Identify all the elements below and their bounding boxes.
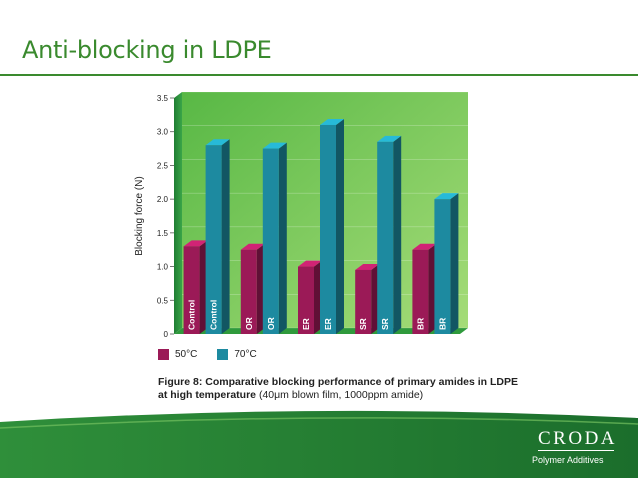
bar-label: OR (266, 317, 276, 330)
bar-er-50c (298, 266, 314, 334)
bar-top (298, 260, 322, 267)
bar-chart: 0 0.5 1.0 1.5 2.0 2.5 3.0 3.5 Blocking force (N)… (134, 91, 468, 339)
title-divider (0, 74, 638, 76)
bar-control-50c (183, 246, 200, 334)
legend-label-50c: 50°C (175, 349, 198, 360)
bar-br-70c (434, 199, 451, 334)
y-tick-label: 1.0 (157, 263, 169, 272)
bar-top (434, 193, 459, 200)
bar-side (278, 142, 287, 334)
caption-detail: (40μm blown film, 1000ppm amide) (258, 389, 424, 401)
caption-bold: Figure 8: Comparative blocking performan… (158, 376, 519, 401)
bar-label: Control (209, 300, 219, 330)
bar-side (450, 193, 459, 334)
bar-top (183, 240, 208, 247)
y-tick-label: 1.5 (157, 229, 169, 238)
bar-top (412, 243, 437, 250)
logo-divider (538, 450, 614, 451)
legend-swatch-50c (158, 349, 169, 360)
bar-er-70c (320, 124, 336, 334)
bar-br-50c (412, 249, 429, 334)
bar-label: Control (187, 300, 197, 330)
legend-label-70c: 70°C (234, 349, 257, 360)
bar-top (377, 135, 402, 142)
y-tick-label: 2.5 (157, 161, 169, 170)
bar-label: ER (323, 318, 333, 330)
bar-label: BR (437, 318, 447, 330)
footer-band (0, 410, 638, 478)
y-tick-label: 3.0 (157, 128, 169, 137)
y-axis-label: Blocking force (N) (134, 176, 145, 255)
y-tick-label: 0.5 (157, 296, 169, 305)
bar-label: SR (358, 318, 368, 330)
bar-top (262, 142, 287, 149)
bar-or-70c (262, 148, 279, 334)
bar-label: BR (415, 318, 425, 330)
bar-side (221, 139, 230, 334)
bar-control-70c (205, 145, 222, 334)
bar-sr-70c (377, 141, 394, 334)
y-tick-label: 2.0 (157, 195, 169, 204)
chart-side-wall (174, 92, 182, 334)
bar-top (320, 118, 344, 125)
bar-label: ER (301, 318, 311, 330)
slide-title: Anti-blocking in LDPE (22, 36, 272, 64)
figure-caption: Figure 8: Comparative blocking performan… (158, 376, 518, 402)
chart-legend: 50°C 70°C (158, 349, 271, 360)
y-tick-label: 0 (164, 330, 169, 339)
logo-subtitle: Polymer Additives (532, 455, 604, 465)
bar-label: SR (380, 318, 390, 330)
bar-side (256, 243, 265, 334)
bar-sr-50c (355, 269, 372, 334)
bar-top (205, 139, 230, 146)
legend-swatch-70c (217, 349, 229, 360)
bar-label: OR (244, 317, 254, 330)
bar-side (336, 118, 344, 334)
croda-logo: CRODA (538, 428, 618, 449)
bar-top (355, 263, 380, 270)
bar-top (240, 243, 265, 250)
bar-or-50c (240, 249, 257, 334)
bar-side (393, 135, 402, 334)
y-tick-label: 3.5 (157, 94, 169, 103)
